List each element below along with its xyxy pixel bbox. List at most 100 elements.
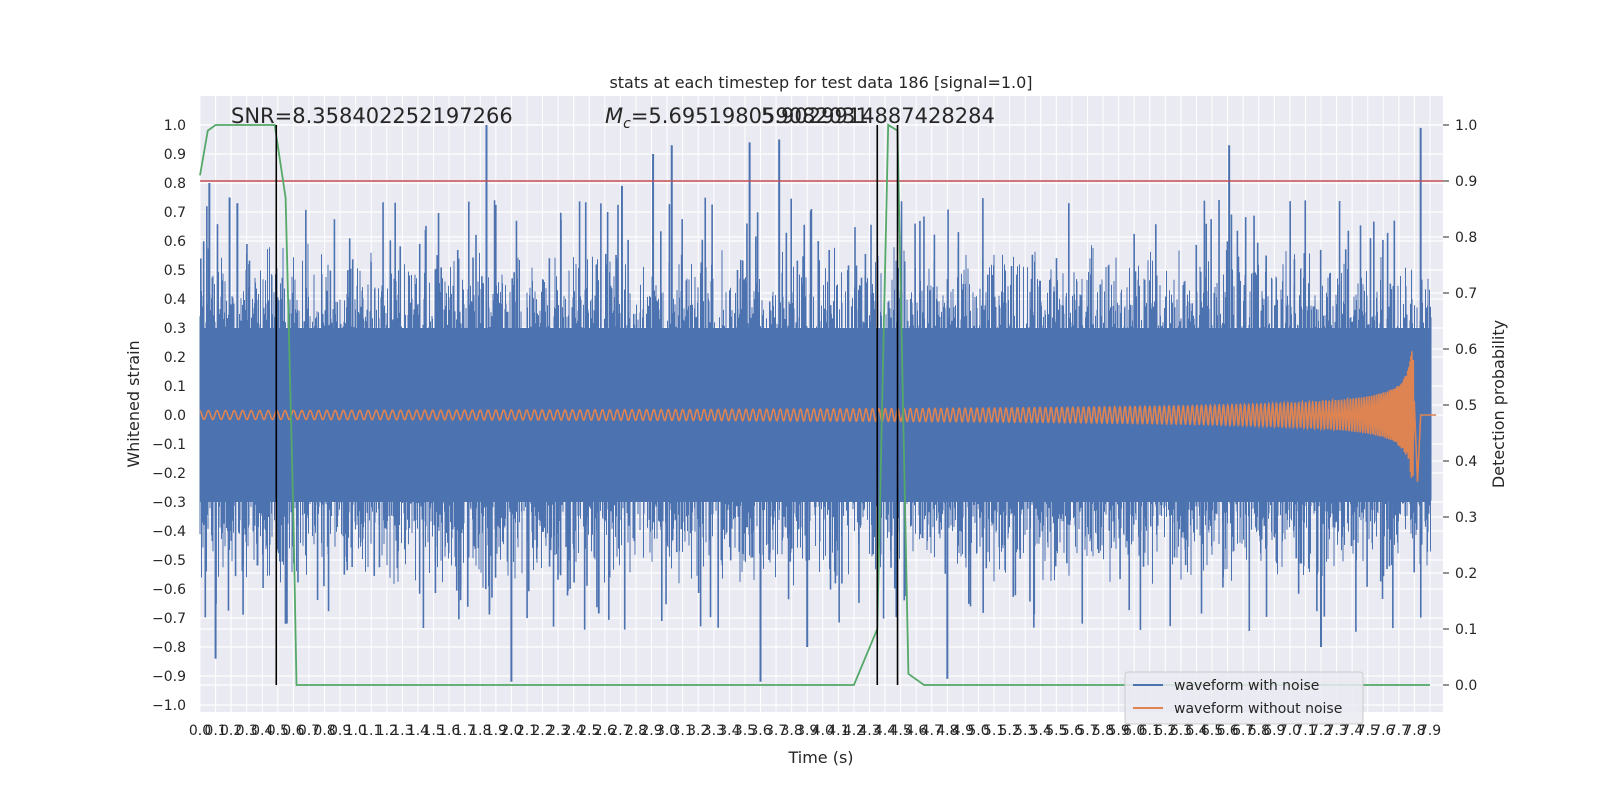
x-tick-label: 1.6 — [438, 723, 460, 739]
x-tick-label: 4.4 — [874, 723, 896, 739]
x-tick-label: 3.2 — [687, 723, 709, 739]
x-tick-label: 7.3 — [1325, 723, 1347, 739]
x-tick-label: 2.6 — [594, 723, 616, 739]
x-tick-label: 6.8 — [1248, 723, 1270, 739]
x-tick-label: 4.3 — [858, 723, 880, 739]
x-tick-label: 2.8 — [625, 723, 647, 739]
y-axis-label-right: Detection probability — [1489, 320, 1508, 488]
x-tick-label: 6.0 — [1123, 723, 1145, 739]
y-tick-left-label: 0.9 — [164, 147, 186, 163]
x-ticks: 0.00.10.20.30.40.50.60.70.80.91.01.11.21… — [189, 723, 1441, 739]
y-tick-left-label: 0.7 — [164, 205, 186, 221]
legend-box — [1124, 671, 1364, 725]
x-tick-label: 2.0 — [500, 723, 522, 739]
x-tick-label: 2.3 — [547, 723, 569, 739]
y-tick-right-label: 0.7 — [1455, 286, 1477, 302]
series-detection-probability — [199, 123, 1443, 686]
x-axis-label: Time (s) — [787, 748, 853, 767]
x-tick-label: 7.1 — [1294, 723, 1316, 739]
y-tick-left-label: −0.7 — [152, 611, 186, 627]
y-tick-left-label: 0.6 — [164, 234, 186, 250]
x-tick-label: 6.3 — [1170, 723, 1192, 739]
x-tick-label: 2.9 — [640, 723, 662, 739]
x-tick-label: 0.5 — [267, 723, 289, 739]
overlapping-annotation: 5.9029914887428284 — [761, 104, 995, 128]
x-tick-label: 0.8 — [313, 723, 335, 739]
x-tick-label: 3.1 — [672, 723, 694, 739]
x-tick-label: 4.5 — [890, 723, 912, 739]
x-tick-label: 1.2 — [376, 723, 398, 739]
x-tick-label: 2.7 — [609, 723, 631, 739]
x-tick-label: 5.9 — [1107, 723, 1129, 739]
y-tick-right-label: 0.8 — [1455, 230, 1477, 246]
clean-chirp-line — [199, 351, 1437, 482]
y-ticks-right: 1.0 0.9 0.8 0.7 0.6 0.5 0.4 0.3 0.2 0.1 0.0 — [1443, 118, 1477, 694]
x-tick-label: 5.8 — [1092, 723, 1114, 739]
y-tick-left-label: 0.4 — [164, 292, 186, 308]
x-tick-label: 4.8 — [936, 723, 958, 739]
x-tick-label: 4.0 — [812, 723, 834, 739]
x-tick-label: 5.2 — [998, 723, 1020, 739]
x-tick-label: 7.9 — [1419, 723, 1441, 739]
y-tick-left-label: 0.0 — [164, 408, 186, 424]
x-tick-label: 0.1 — [204, 723, 226, 739]
x-tick-label: 2.1 — [516, 723, 538, 739]
y-tick-left-label: 0.8 — [164, 176, 186, 192]
x-tick-label: 0.4 — [251, 723, 273, 739]
y-tick-right-label: 0.9 — [1455, 174, 1477, 190]
x-tick-label: 3.7 — [765, 723, 787, 739]
y-tick-left-label: −1.0 — [152, 698, 186, 714]
x-tick-label: 4.2 — [843, 723, 865, 739]
x-tick-label: 3.3 — [703, 723, 725, 739]
y-tick-left-label: −0.3 — [152, 495, 186, 511]
chirp-mass-symbol: M — [605, 104, 623, 128]
y-tick-right-label: 0.3 — [1455, 510, 1477, 526]
x-tick-label: 6.4 — [1185, 723, 1207, 739]
x-tick-label: 3.5 — [734, 723, 756, 739]
x-tick-label: 0.0 — [189, 723, 211, 739]
x-tick-label: 5.1 — [983, 723, 1005, 739]
legend-label-noise: waveform with noise — [1174, 678, 1319, 694]
x-tick-label: 4.1 — [827, 723, 849, 739]
vertical-markers — [275, 125, 899, 685]
x-tick-label: 0.9 — [329, 723, 351, 739]
y-tick-left-label: −0.2 — [152, 466, 186, 482]
chart-title: stats at each timestep for test data 186… — [609, 73, 1032, 92]
chirp-mass-subscript: c — [623, 116, 631, 132]
y-tick-left-label: −0.6 — [152, 582, 186, 598]
x-tick-label: 7.0 — [1279, 723, 1301, 739]
legend-label-clean: waveform without noise — [1174, 701, 1342, 717]
x-tick-label: 3.6 — [749, 723, 771, 739]
x-tick-label: 2.5 — [578, 723, 600, 739]
y-tick-right-label: 0.0 — [1455, 678, 1477, 694]
x-tick-label: 2.4 — [563, 723, 585, 739]
svg-text:Mc=5.695198059082031: Mc=5.695198059082031 — [605, 104, 869, 132]
x-tick-label: 7.2 — [1310, 723, 1332, 739]
y-tick-left-label: −0.9 — [152, 669, 186, 685]
x-tick-label: 6.1 — [1139, 723, 1161, 739]
x-tick-label: 7.6 — [1372, 723, 1394, 739]
x-tick-label: 6.2 — [1154, 723, 1176, 739]
x-tick-label: 0.6 — [282, 723, 304, 739]
x-tick-label: 5.4 — [1030, 723, 1052, 739]
x-tick-label: 0.7 — [298, 723, 320, 739]
x-tick-label: 5.5 — [1045, 723, 1067, 739]
x-tick-label: 4.9 — [952, 723, 974, 739]
y-tick-left-label: −0.8 — [152, 640, 186, 656]
x-tick-label: 7.8 — [1403, 723, 1425, 739]
y-tick-right-label: 1.0 — [1455, 118, 1477, 134]
snr-annotation: SNR=8.358402252197266 — [231, 104, 513, 128]
x-tick-label: 1.1 — [360, 723, 382, 739]
y-tick-right-label: 0.6 — [1455, 342, 1477, 358]
legend: waveform with noise waveform without noi… — [1124, 671, 1364, 725]
x-tick-label: 5.0 — [967, 723, 989, 739]
y-tick-right-label: 0.1 — [1455, 622, 1477, 638]
x-tick-label: 7.5 — [1357, 723, 1379, 739]
chirp-mass-annotation: Mc=5.695198059082031 — [605, 104, 869, 132]
x-tick-label: 3.8 — [781, 723, 803, 739]
y-tick-right-label: 0.4 — [1455, 454, 1477, 470]
y-tick-right-label: 0.2 — [1455, 566, 1477, 582]
x-tick-label: 5.7 — [1076, 723, 1098, 739]
x-tick-label: 7.7 — [1388, 723, 1410, 739]
